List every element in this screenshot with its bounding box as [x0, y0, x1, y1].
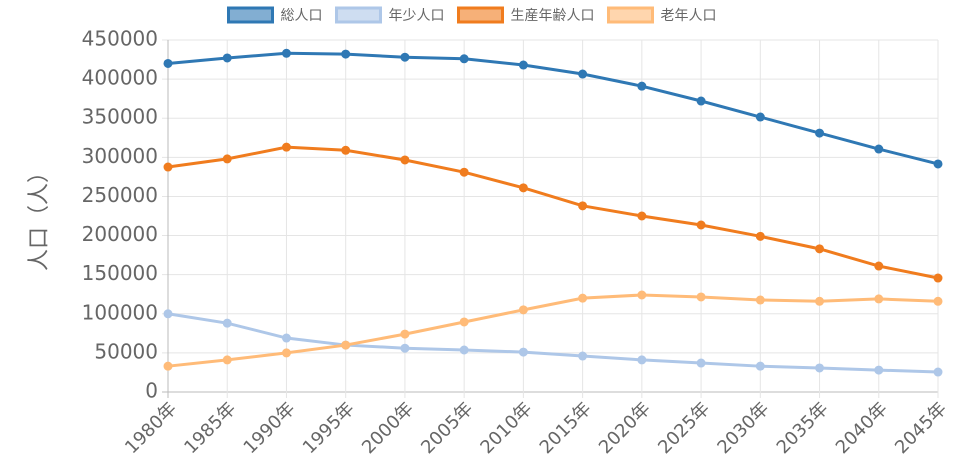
legend-swatch	[335, 6, 382, 24]
x-tick-label: 2030年	[713, 398, 773, 458]
data-point	[755, 295, 765, 305]
data-point	[696, 358, 706, 368]
data-point	[874, 144, 884, 154]
data-point	[400, 329, 410, 339]
x-tick-label: 2025年	[654, 398, 714, 458]
series-line	[167, 293, 939, 368]
y-tick-label: 450000	[82, 27, 158, 51]
data-point	[400, 343, 410, 353]
data-point	[459, 317, 469, 327]
x-tick-label: 2015年	[536, 398, 596, 458]
data-point	[637, 211, 647, 221]
data-point	[400, 52, 410, 62]
legend-label: 生産年齢人口	[511, 8, 595, 24]
y-tick-label: 200000	[82, 222, 158, 246]
series-line	[167, 145, 939, 280]
x-tick-label: 1985年	[180, 398, 240, 458]
legend-swatch	[607, 6, 654, 24]
data-point	[637, 81, 647, 91]
x-tick-label: 2010年	[476, 398, 536, 458]
data-point	[222, 53, 232, 63]
data-point	[222, 318, 232, 328]
y-tick-label: 100000	[82, 300, 158, 324]
data-point	[222, 154, 232, 164]
data-point	[518, 347, 528, 357]
x-tick-label: 2005年	[417, 398, 477, 458]
data-point	[637, 290, 647, 300]
data-point	[696, 292, 706, 302]
data-point	[163, 309, 173, 319]
x-tick-label: 2040年	[832, 398, 892, 458]
y-axis-label: 人口（人）	[27, 161, 52, 271]
data-point	[578, 69, 588, 79]
y-tick-label: 250000	[82, 183, 158, 207]
series-line	[167, 51, 939, 166]
data-point	[281, 348, 291, 358]
data-point	[341, 145, 351, 155]
legend-label: 年少人口	[389, 8, 445, 24]
data-point	[578, 351, 588, 361]
data-point	[578, 293, 588, 303]
x-tick-label: 1980年	[121, 398, 181, 458]
data-point	[281, 48, 291, 58]
data-point	[933, 367, 943, 377]
data-point	[281, 333, 291, 343]
data-point	[518, 305, 528, 315]
data-point	[874, 261, 884, 271]
y-tick-label: 300000	[82, 144, 158, 168]
data-point	[755, 361, 765, 371]
legend-label: 総人口	[281, 8, 323, 24]
x-tick-label: 1990年	[240, 398, 300, 458]
data-point	[815, 296, 825, 306]
y-tick-label: 350000	[82, 105, 158, 129]
data-point	[163, 162, 173, 172]
data-point	[518, 183, 528, 193]
data-point	[933, 273, 943, 283]
x-tick-label: 2000年	[358, 398, 418, 458]
x-tick-label: 2020年	[595, 398, 655, 458]
data-point	[400, 155, 410, 165]
data-point	[874, 294, 884, 304]
data-point	[755, 231, 765, 241]
data-point	[281, 142, 291, 152]
data-point	[933, 296, 943, 306]
y-tick-label: 0	[145, 379, 158, 403]
y-tick-label: 150000	[82, 261, 158, 285]
series-line	[167, 312, 939, 374]
data-point	[874, 365, 884, 375]
data-point	[815, 128, 825, 138]
data-point	[163, 361, 173, 371]
data-point	[755, 112, 765, 122]
y-tick-label: 50000	[94, 339, 158, 363]
data-point	[696, 96, 706, 106]
data-point	[459, 54, 469, 64]
data-point	[459, 167, 469, 177]
data-point	[518, 60, 528, 70]
y-tick-label: 400000	[82, 66, 158, 90]
data-point	[341, 340, 351, 350]
x-tick-label: 1995年	[299, 398, 359, 458]
data-point	[459, 345, 469, 355]
data-point	[933, 159, 943, 169]
data-point	[637, 355, 647, 365]
x-tick-label: 2035年	[773, 398, 833, 458]
data-point	[696, 220, 706, 230]
legend-swatch	[457, 6, 504, 24]
data-point	[578, 201, 588, 211]
data-point	[222, 355, 232, 365]
data-point	[163, 58, 173, 68]
data-point	[815, 363, 825, 373]
data-point	[815, 244, 825, 254]
legend-swatch	[227, 6, 274, 24]
legend-label: 老年人口	[661, 8, 717, 24]
x-tick-label: 2045年	[891, 398, 951, 458]
data-point	[341, 49, 351, 59]
